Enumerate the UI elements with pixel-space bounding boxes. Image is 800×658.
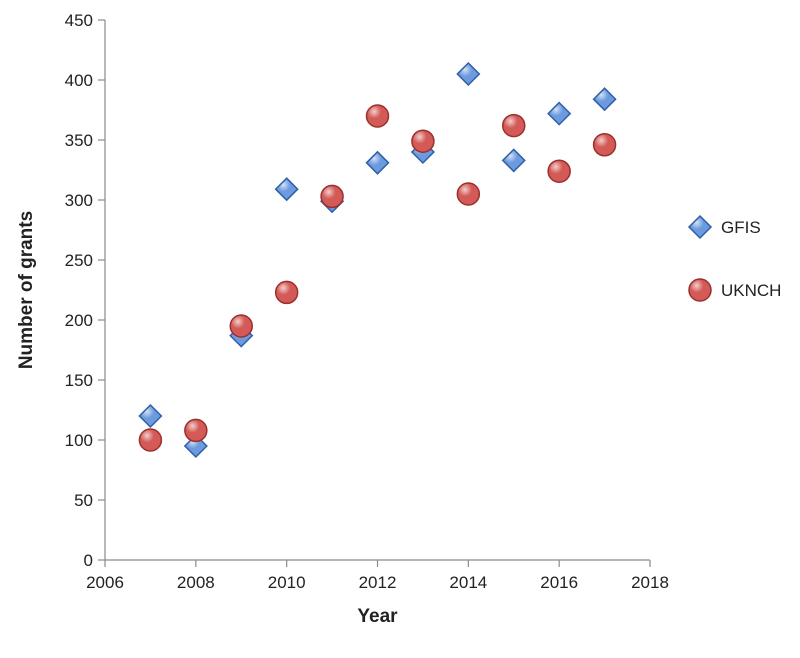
y-axis-title: Number of grants <box>16 211 37 369</box>
y-tick-label: 0 <box>84 551 93 570</box>
x-tick-label: 2010 <box>268 573 306 592</box>
y-tick-label: 150 <box>65 371 93 390</box>
data-point-circle <box>230 315 252 337</box>
chart-container: 2006 2008 2010 2012 2014 2016 2018 0 50 100 150 200… <box>0 0 800 658</box>
data-point-circle <box>412 130 434 152</box>
x-tick-label: 2016 <box>540 573 578 592</box>
data-point-circle <box>594 134 616 156</box>
data-point-diamond <box>367 152 389 174</box>
y-tick-label: 300 <box>65 191 93 210</box>
legend-marker-circle <box>689 279 711 301</box>
y-tick-label: 250 <box>65 251 93 270</box>
data-point-diamond <box>276 178 298 200</box>
data-point-circle <box>457 183 479 205</box>
x-tick-label: 2018 <box>631 573 669 592</box>
legend-label: UKNCH <box>721 281 781 300</box>
legend-label: GFIS <box>721 218 761 237</box>
data-point-circle <box>367 105 389 127</box>
x-tick-label: 2008 <box>177 573 215 592</box>
y-tick-label: 50 <box>74 491 93 510</box>
data-point-circle <box>185 419 207 441</box>
data-point-diamond <box>548 103 570 125</box>
data-point-circle <box>276 281 298 303</box>
legend-marker-diamond <box>689 216 711 238</box>
x-tick-label: 2014 <box>449 573 487 592</box>
data-point-diamond <box>457 63 479 85</box>
y-tick-label: 100 <box>65 431 93 450</box>
data-point-circle <box>548 160 570 182</box>
data-point-diamond <box>139 405 161 427</box>
data-point-circle <box>139 429 161 451</box>
x-tick-label: 2012 <box>359 573 397 592</box>
y-tick-label: 200 <box>65 311 93 330</box>
data-point-circle <box>321 185 343 207</box>
y-tick-label: 350 <box>65 131 93 150</box>
y-tick-label: 450 <box>65 11 93 30</box>
data-point-diamond <box>594 88 616 110</box>
data-point-circle <box>503 115 525 137</box>
scatter-chart: 2006 2008 2010 2012 2014 2016 2018 0 50 100 150 200… <box>0 0 800 658</box>
y-tick-label: 400 <box>65 71 93 90</box>
x-tick-label: 2006 <box>86 573 124 592</box>
data-point-diamond <box>503 149 525 171</box>
x-axis-title: Year <box>357 606 398 627</box>
